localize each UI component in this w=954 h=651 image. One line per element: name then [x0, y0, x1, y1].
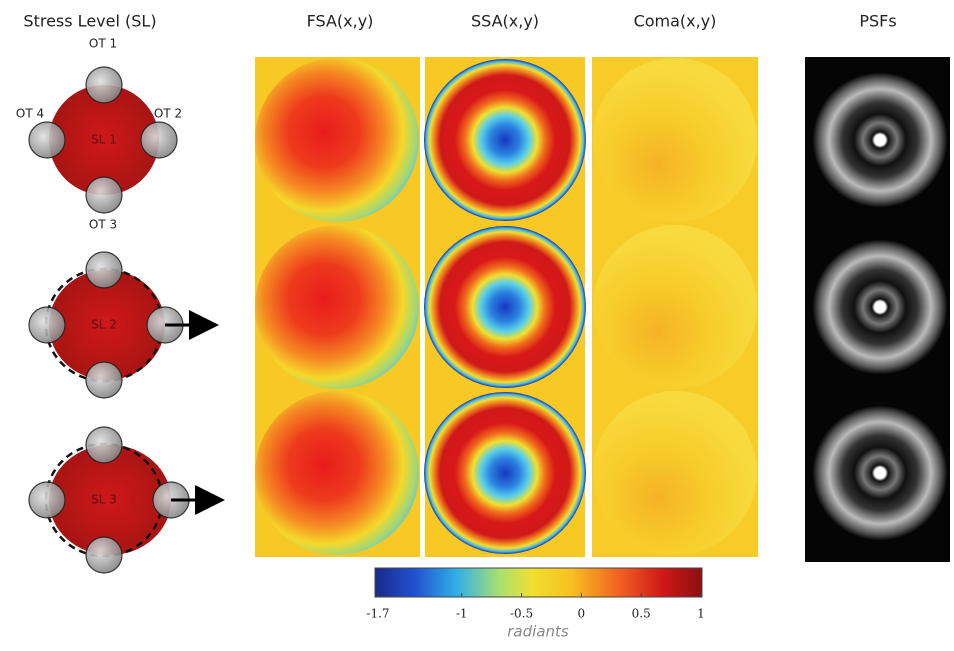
optical-tweezer — [86, 252, 122, 288]
optical-tweezer — [29, 307, 65, 343]
optical-tweezer — [86, 177, 122, 213]
figure: Stress Level (SL) FSA(x,y) SSA(x,y) Coma… — [0, 0, 954, 651]
colorbar-tick-label: -1.7 — [366, 607, 389, 621]
coma-map — [593, 225, 757, 389]
column-title: PSFs — [859, 12, 896, 31]
psf-image — [812, 72, 948, 208]
column-title: Coma(x,y) — [634, 12, 717, 31]
colorbar-tick-label: -1 — [456, 607, 468, 621]
colorbar-tick-label: 1 — [697, 607, 705, 621]
column-title: SSA(x,y) — [471, 12, 539, 31]
probe-label: OT 4 — [16, 107, 44, 121]
stress-level-label: SL 2 — [91, 318, 117, 332]
column-title: Stress Level (SL) — [23, 12, 156, 31]
colorbar-label: radiants — [507, 623, 569, 641]
colorbar-tick-label: 0 — [578, 607, 586, 621]
fsa-map — [255, 225, 419, 389]
psf-image — [812, 405, 948, 541]
psf-image — [812, 239, 948, 375]
colorbar-tick-label: -0.5 — [510, 607, 533, 621]
optical-tweezer — [86, 67, 122, 103]
column-title: FSA(x,y) — [307, 12, 374, 31]
ssa-map — [424, 226, 586, 388]
optical-tweezer — [86, 537, 122, 573]
optical-tweezer — [29, 482, 65, 518]
probe-label: OT 2 — [154, 107, 182, 121]
ssa-map — [424, 59, 586, 221]
stress-level-label: SL 1 — [91, 133, 117, 147]
ssa-map — [424, 392, 586, 554]
colorbar — [375, 568, 702, 597]
colorbar-tick-label: 0.5 — [632, 607, 651, 621]
fsa-map — [255, 58, 419, 222]
coma-map — [593, 58, 757, 222]
optical-tweezer — [29, 122, 65, 158]
probe-label: OT 3 — [89, 218, 117, 232]
probe-label: OT 1 — [89, 37, 117, 51]
stress-level-label: SL 3 — [91, 493, 117, 507]
optical-tweezer — [86, 427, 122, 463]
coma-map — [593, 391, 757, 555]
optical-tweezer — [86, 362, 122, 398]
optical-tweezer — [141, 122, 177, 158]
fsa-map — [255, 391, 419, 555]
